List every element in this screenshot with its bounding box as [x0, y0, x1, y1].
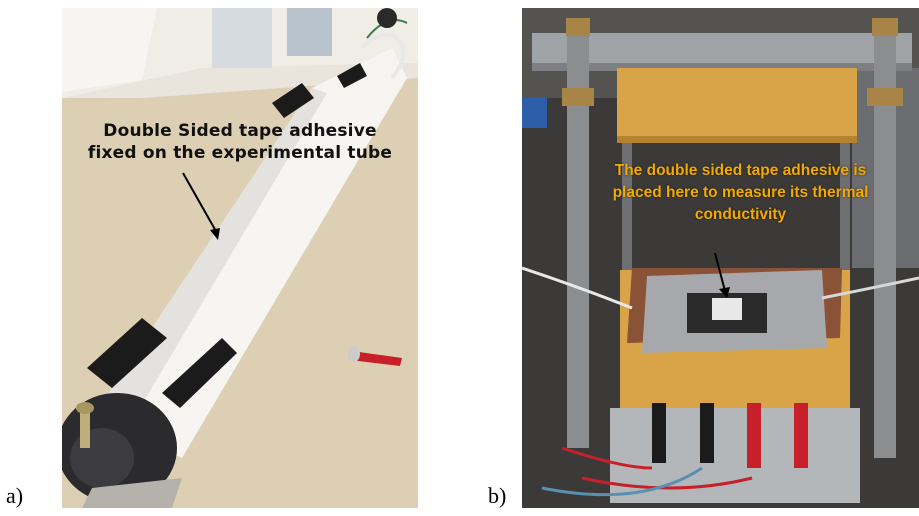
tape-sample [712, 298, 742, 320]
panel-label-a: a) [6, 483, 24, 508]
annotation-line-1: The double sided tape adhesive is [614, 162, 867, 179]
pointer-arrow [182, 172, 218, 234]
panel-label-b: b) [488, 483, 507, 508]
annotation-line-2: fixed on the experimental tube [87, 143, 393, 163]
apparatus-illustration [522, 8, 919, 508]
photo-thermal-apparatus: The double sided tape adhesive is placed… [522, 8, 919, 508]
pointer-arrow-b [714, 252, 726, 292]
annotation-line-1: Double Sided tape adhesive [103, 121, 377, 141]
annotation-line-2: placed here to measure its thermal [612, 184, 869, 201]
tube-illustration [62, 8, 418, 508]
photo-experimental-tube: Double Sided tape adhesive fixed on the … [62, 8, 418, 508]
annotation-line-3: conductivity [694, 206, 787, 223]
